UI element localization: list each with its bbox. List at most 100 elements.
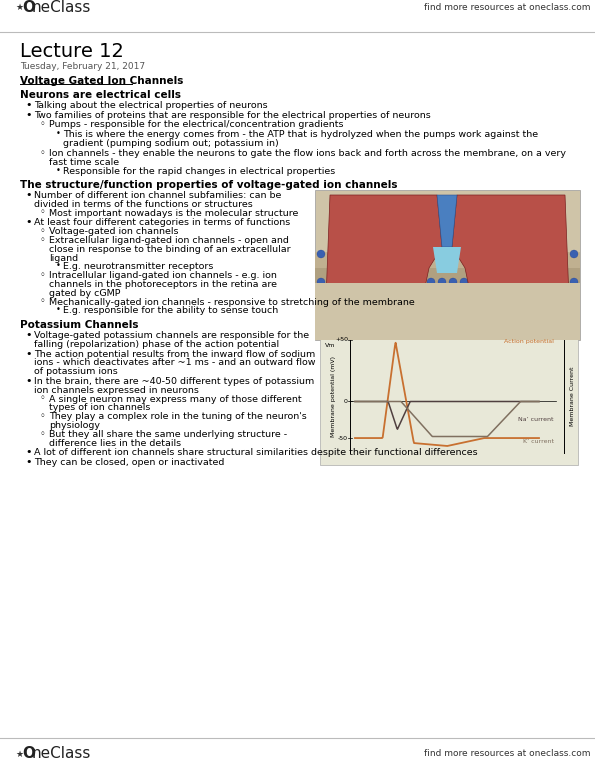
Text: In the brain, there are ~40-50 different types of potassium: In the brain, there are ~40-50 different…: [34, 377, 314, 386]
Ellipse shape: [471, 250, 479, 258]
Text: A single neuron may express many of those different: A single neuron may express many of thos…: [49, 394, 302, 403]
Bar: [315, 252, 580, 268]
Polygon shape: [452, 195, 570, 325]
Ellipse shape: [493, 250, 501, 258]
Text: Ion channels - they enable the neurons to gate the flow ions back and forth acro: Ion channels - they enable the neurons t…: [49, 149, 566, 158]
Text: find more resources at oneclass.com: find more resources at oneclass.com: [424, 749, 590, 758]
Ellipse shape: [515, 278, 523, 286]
Text: •: •: [25, 330, 32, 340]
Text: Mechanically-gated ion channels - responsive to stretching of the membrane: Mechanically-gated ion channels - respon…: [49, 297, 415, 306]
Ellipse shape: [361, 250, 369, 258]
Text: Action potential: Action potential: [504, 339, 554, 344]
Text: Lecture 12: Lecture 12: [20, 42, 124, 61]
Text: E.g. neurotransmitter receptors: E.g. neurotransmitter receptors: [63, 263, 214, 271]
Ellipse shape: [416, 278, 424, 286]
Text: -50: -50: [338, 436, 348, 440]
Text: Voltage Gated Ion Channels: Voltage Gated Ion Channels: [20, 76, 183, 86]
Ellipse shape: [350, 250, 358, 258]
Ellipse shape: [372, 250, 380, 258]
Ellipse shape: [427, 250, 435, 258]
Text: But they all share the same underlying structure -: But they all share the same underlying s…: [49, 430, 287, 439]
Ellipse shape: [328, 278, 336, 286]
Ellipse shape: [328, 250, 336, 258]
Text: close in response to the binding of an extracellular: close in response to the binding of an e…: [49, 245, 290, 254]
Text: divided in terms of the functions or structures: divided in terms of the functions or str…: [34, 199, 253, 209]
Text: O: O: [22, 0, 35, 15]
Polygon shape: [433, 247, 461, 273]
Ellipse shape: [460, 278, 468, 286]
Text: fast time scale: fast time scale: [49, 158, 119, 166]
Ellipse shape: [449, 250, 457, 258]
Text: ◦: ◦: [40, 226, 46, 236]
Text: Na’ current: Na’ current: [518, 417, 554, 423]
Text: O: O: [22, 746, 35, 762]
Ellipse shape: [449, 278, 457, 286]
Text: ligand: ligand: [49, 253, 78, 263]
Text: This is where the energy comes from - the ATP that is hydrolyzed when the pumps : This is where the energy comes from - th…: [63, 130, 538, 139]
Ellipse shape: [526, 250, 534, 258]
Text: •: •: [25, 376, 32, 386]
Text: gradient (pumping sodium out; potassium in): gradient (pumping sodium out; potassium …: [63, 139, 278, 148]
Text: Vm: Vm: [325, 343, 336, 348]
Text: ◦: ◦: [40, 208, 46, 218]
Text: ◦: ◦: [40, 411, 46, 421]
Text: ◦: ◦: [40, 235, 46, 245]
Text: ◦: ◦: [40, 429, 46, 439]
Text: K’ current: K’ current: [523, 440, 554, 444]
Text: Voltage-gated ion channels: Voltage-gated ion channels: [49, 227, 178, 236]
Ellipse shape: [350, 278, 358, 286]
Ellipse shape: [504, 250, 512, 258]
Text: types of ion channels: types of ion channels: [49, 403, 151, 413]
Text: Potassium Channels: Potassium Channels: [20, 320, 139, 330]
Text: Most important nowadays is the molecular structure: Most important nowadays is the molecular…: [49, 209, 298, 218]
Text: Responsible for the rapid changes in electrical properties: Responsible for the rapid changes in ele…: [63, 167, 335, 176]
Ellipse shape: [526, 278, 534, 286]
Ellipse shape: [460, 250, 468, 258]
Text: They can be closed, open or inactivated: They can be closed, open or inactivated: [34, 458, 224, 467]
Ellipse shape: [548, 278, 556, 286]
Ellipse shape: [317, 250, 325, 258]
Ellipse shape: [471, 278, 479, 286]
Ellipse shape: [394, 250, 402, 258]
Ellipse shape: [493, 278, 501, 286]
Text: A lot of different ion channels share structural similarities despite their func: A lot of different ion channels share st…: [34, 448, 478, 457]
Text: physiology: physiology: [49, 421, 100, 430]
Text: They play a complex role in the tuning of the neuron's: They play a complex role in the tuning o…: [49, 412, 307, 421]
Text: Membrane potential (mV): Membrane potential (mV): [330, 356, 336, 437]
Text: E.g. responsible for the ability to sense touch: E.g. responsible for the ability to sens…: [63, 306, 278, 316]
Ellipse shape: [405, 250, 413, 258]
Text: •: •: [25, 109, 32, 119]
Text: Neurons are electrical cells: Neurons are electrical cells: [20, 90, 181, 100]
Bar: [315, 268, 580, 284]
Text: •: •: [25, 457, 32, 467]
Polygon shape: [437, 195, 457, 247]
Ellipse shape: [537, 278, 545, 286]
Ellipse shape: [372, 278, 380, 286]
Text: Intracellular ligand-gated ion channels - e.g. ion: Intracellular ligand-gated ion channels …: [49, 271, 277, 280]
Ellipse shape: [537, 250, 545, 258]
Ellipse shape: [339, 250, 347, 258]
Text: ion channels expressed in neurons: ion channels expressed in neurons: [34, 386, 199, 395]
Text: The action potential results from the inward flow of sodium: The action potential results from the in…: [34, 350, 315, 359]
Text: •: •: [56, 261, 61, 270]
Text: Two families of proteins that are responsible for the electrical properties of n: Two families of proteins that are respon…: [34, 111, 431, 119]
Text: •: •: [56, 166, 61, 176]
Ellipse shape: [361, 278, 369, 286]
Text: Membrane Current: Membrane Current: [571, 367, 575, 427]
Text: gated by cGMP: gated by cGMP: [49, 289, 121, 298]
Bar: [315, 190, 580, 340]
Text: ◦: ◦: [40, 119, 46, 129]
Text: Talking about the electrical properties of neurons: Talking about the electrical properties …: [34, 101, 268, 110]
Ellipse shape: [438, 250, 446, 258]
Text: difference lies in the details: difference lies in the details: [49, 439, 181, 447]
Text: Tuesday, February 21, 2017: Tuesday, February 21, 2017: [20, 62, 145, 71]
Text: falling (repolarization) phase of the action potential: falling (repolarization) phase of the ac…: [34, 340, 279, 349]
Text: ★: ★: [15, 2, 23, 12]
Text: •: •: [56, 129, 61, 138]
Text: +50: +50: [335, 337, 348, 343]
Text: find more resources at oneclass.com: find more resources at oneclass.com: [424, 2, 590, 12]
Text: •: •: [25, 217, 32, 227]
Ellipse shape: [427, 278, 435, 286]
Ellipse shape: [383, 250, 391, 258]
Text: neClass: neClass: [32, 746, 91, 762]
